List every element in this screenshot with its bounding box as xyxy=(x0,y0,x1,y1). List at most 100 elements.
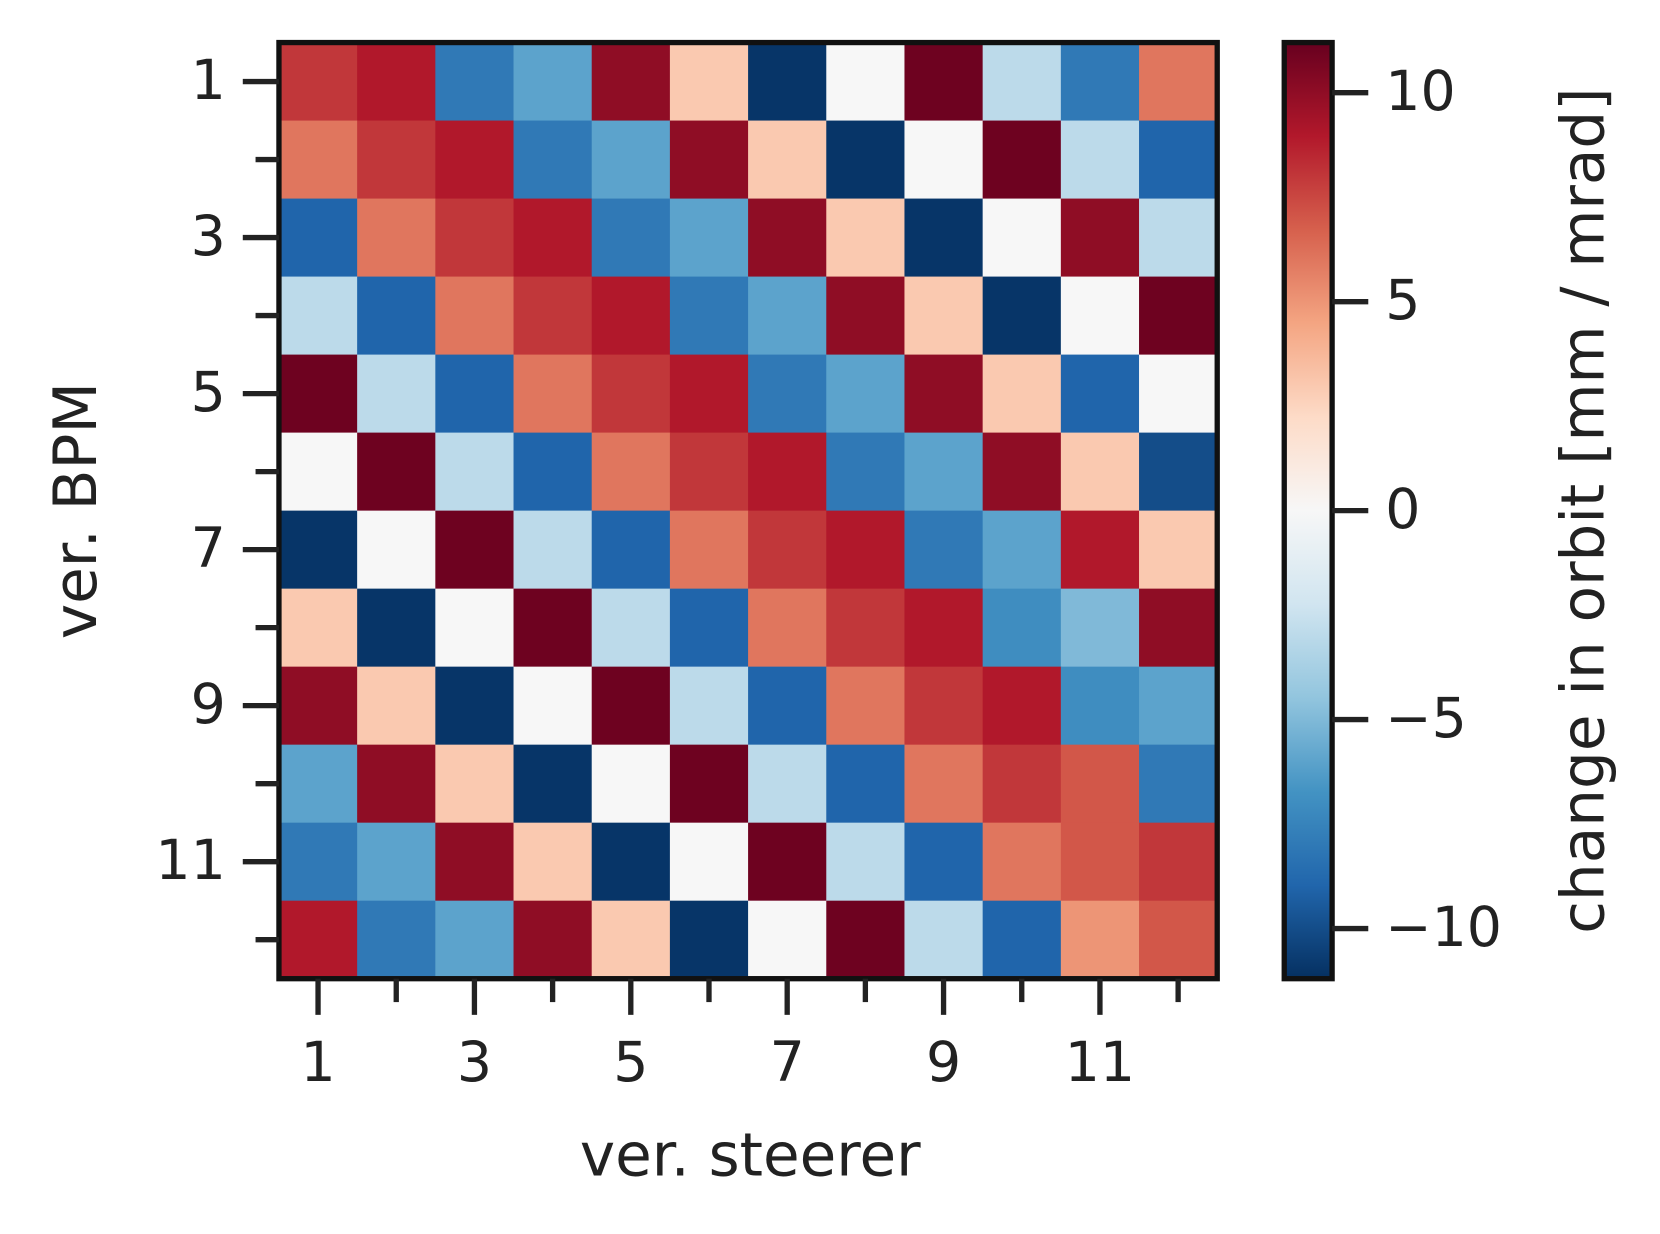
heatmap-cell xyxy=(1060,276,1140,356)
heatmap-cell xyxy=(826,666,905,746)
x-tick-label: 3 xyxy=(457,1031,492,1095)
heatmap-cell xyxy=(435,822,515,902)
heatmap-cell xyxy=(748,900,827,980)
heatmap-cell xyxy=(435,432,515,512)
heatmap-cell xyxy=(513,744,593,824)
y-tick-label: 3 xyxy=(191,205,226,269)
heatmap-cell xyxy=(982,432,1062,512)
heatmap-cell xyxy=(278,588,358,668)
heatmap-cell xyxy=(357,744,436,824)
x-tick-label: 1 xyxy=(300,1031,335,1095)
heatmap-cell xyxy=(513,198,593,278)
heatmap-cell xyxy=(513,42,593,122)
heatmap-cell xyxy=(1060,354,1140,434)
heatmap-cell xyxy=(669,198,749,278)
heatmap-cell xyxy=(982,744,1062,824)
heatmap-cell xyxy=(826,354,905,434)
heatmap-cell xyxy=(591,42,671,122)
heatmap-cell xyxy=(435,354,515,434)
plot-frame xyxy=(276,39,1220,982)
heatmap-cell xyxy=(748,510,827,590)
heatmap-cell xyxy=(669,822,749,902)
y-tick-label: 9 xyxy=(191,673,226,737)
heatmap-cell xyxy=(982,354,1062,434)
heatmap-cell xyxy=(904,120,984,200)
heatmap-cell xyxy=(1060,588,1140,668)
heatmap-cell xyxy=(904,276,984,356)
heatmap-cell xyxy=(1060,510,1140,590)
heatmap-cell xyxy=(357,276,436,356)
heatmap-cell xyxy=(435,900,515,980)
heatmap-cell xyxy=(278,198,358,278)
heatmap-cell xyxy=(904,510,984,590)
heatmap-cell xyxy=(591,822,671,902)
heatmap-cell xyxy=(748,588,827,668)
heatmap-cell xyxy=(357,354,436,434)
x-tick-label: 9 xyxy=(926,1031,961,1095)
heatmap-cell xyxy=(1139,588,1218,668)
heatmap-cell xyxy=(278,120,358,200)
heatmap-cell xyxy=(748,432,827,512)
y-tick-label: 1 xyxy=(191,49,226,113)
heatmap-cell xyxy=(826,198,905,278)
y-axis-label: ver. BPM xyxy=(42,382,111,639)
heatmap-cell xyxy=(669,120,749,200)
heatmap-cell xyxy=(982,198,1062,278)
x-axis-label: ver. steerer xyxy=(580,1122,921,1191)
heatmap-cell xyxy=(513,432,593,512)
heatmap-cell xyxy=(1060,900,1140,980)
heatmap-cell xyxy=(826,588,905,668)
heatmap-cell xyxy=(435,42,515,122)
heatmap-cell xyxy=(982,42,1062,122)
heatmap-cell xyxy=(669,744,749,824)
heatmap-cell xyxy=(357,120,436,200)
heatmap-cell xyxy=(513,666,593,746)
colorbar-tick-label: 5 xyxy=(1385,269,1420,333)
heatmap-cell xyxy=(748,744,827,824)
heatmap-cell xyxy=(513,822,593,902)
heatmap-cell xyxy=(748,120,827,200)
heatmap-cell xyxy=(1060,744,1140,824)
heatmap-cell xyxy=(278,432,358,512)
x-tick-label: 11 xyxy=(1065,1031,1135,1095)
heatmap-cell xyxy=(982,900,1062,980)
y-tick-label: 5 xyxy=(191,361,226,425)
heatmap-cell xyxy=(1060,42,1140,122)
heatmap-cell xyxy=(1060,822,1140,902)
heatmap-cell xyxy=(748,354,827,434)
heatmap-cell xyxy=(435,588,515,668)
heatmap-cell xyxy=(278,666,358,746)
colorbar-tick-label: −5 xyxy=(1385,687,1467,751)
heatmap-cell xyxy=(904,354,984,434)
heatmap-cell xyxy=(1139,42,1218,122)
heatmap-cell xyxy=(357,588,436,668)
heatmap-cell xyxy=(904,42,984,122)
heatmap-cell xyxy=(278,900,358,980)
heatmap-cell xyxy=(357,666,436,746)
heatmap-cell xyxy=(982,120,1062,200)
colorbar-tick-label: 10 xyxy=(1385,60,1455,124)
heatmap-cell xyxy=(357,42,436,122)
colorbar-tick-label: 0 xyxy=(1385,478,1420,542)
heatmap-cell xyxy=(669,900,749,980)
heatmap-cell xyxy=(1139,198,1218,278)
heatmap-cell xyxy=(748,276,827,356)
heatmap-cell xyxy=(669,666,749,746)
colorbar-label: change in orbit [mm / mrad] xyxy=(1550,88,1619,934)
heatmap-cell xyxy=(1060,198,1140,278)
heatmap-cell xyxy=(591,666,671,746)
heatmap-cell xyxy=(591,900,671,980)
heatmap-cell xyxy=(357,900,436,980)
heatmap-cell xyxy=(904,744,984,824)
heatmap-cell xyxy=(826,42,905,122)
heatmap-cell xyxy=(669,588,749,668)
heatmap-cell xyxy=(278,354,358,434)
heatmap-cell xyxy=(1060,666,1140,746)
heatmap-cell xyxy=(982,666,1062,746)
heatmap-cell xyxy=(669,510,749,590)
heatmap-cell xyxy=(278,744,358,824)
heatmap-cell xyxy=(357,822,436,902)
heatmap-cell xyxy=(669,276,749,356)
x-tick-label: 7 xyxy=(770,1031,805,1095)
